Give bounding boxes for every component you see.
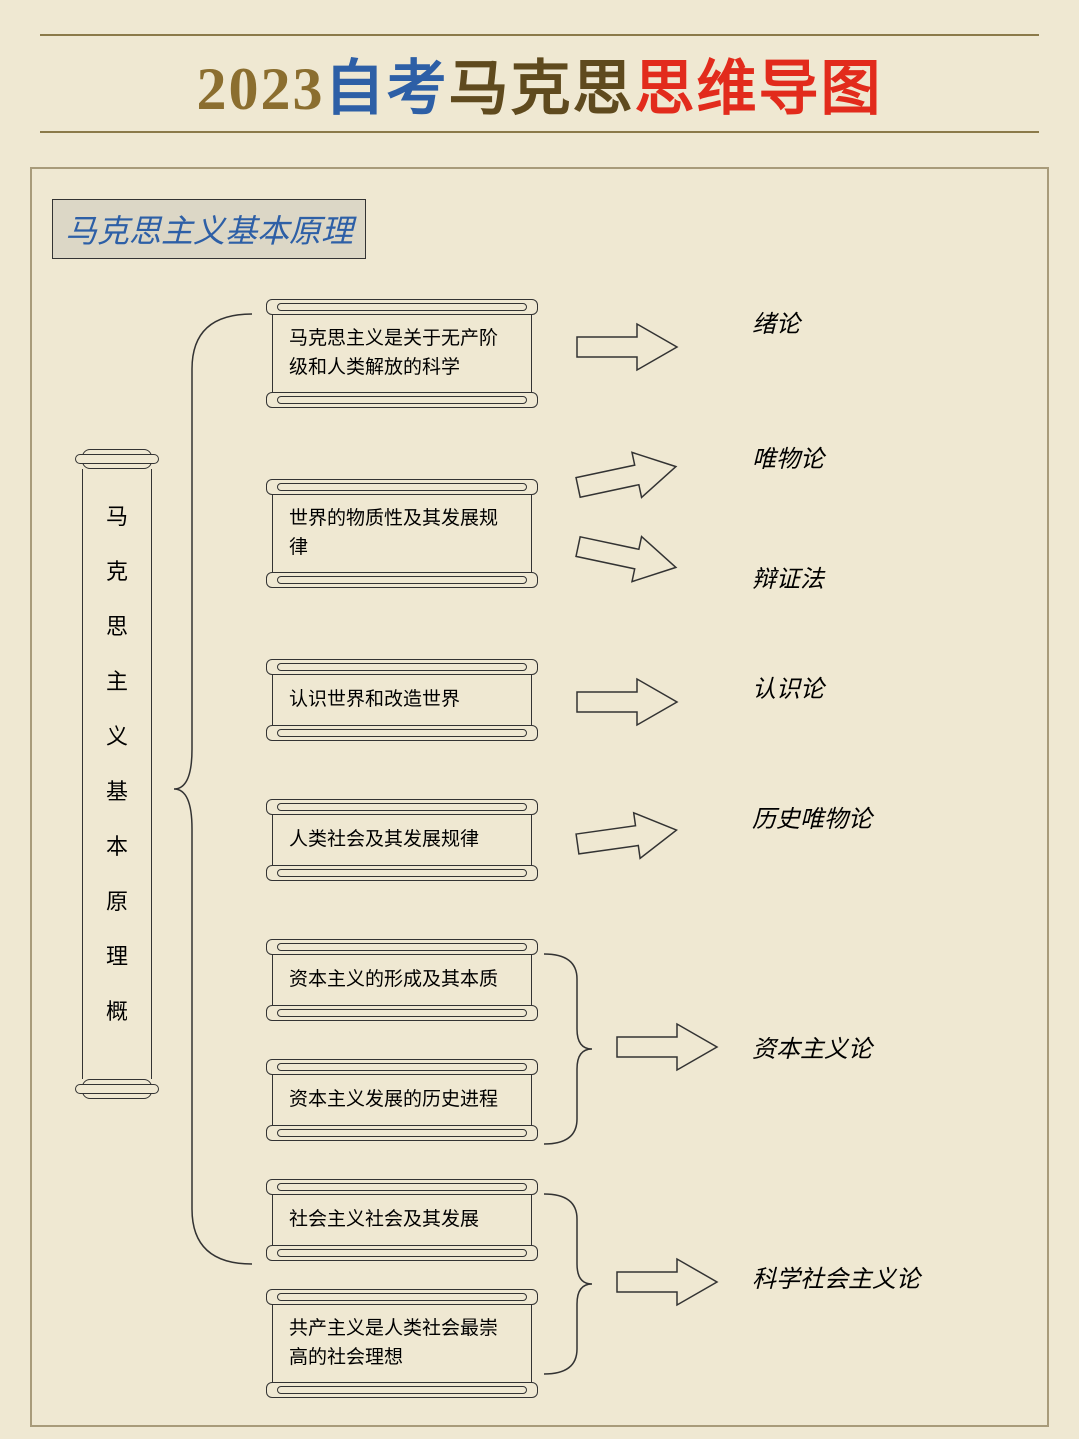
scroll-cap-top (266, 1059, 538, 1075)
scroll-cap-bottom (266, 1005, 538, 1021)
title-line-bottom (40, 131, 1039, 133)
output-label-o1: 绪论 (752, 304, 800, 339)
scroll-cap-top (266, 299, 538, 315)
scroll-cap-bottom (266, 725, 538, 741)
middle-node-n1: 马克思主义是关于无产阶级和人类解放的科学 (272, 299, 532, 408)
scroll-cap-top (266, 1179, 538, 1195)
root-char: 原 (106, 874, 128, 929)
page-title: 2023自考马克思思维导图 (40, 40, 1039, 127)
root-node-scroll: 马克思主义基本原理概 (82, 449, 152, 1099)
middle-node-text: 社会主义社会及其发展 (272, 1195, 532, 1245)
arrow-a2b (567, 518, 686, 596)
title-part-1: 自考 (325, 56, 449, 122)
title-part-3: 思维导图 (635, 56, 883, 122)
root-char: 思 (106, 599, 128, 654)
middle-node-n5: 资本主义的形成及其本质 (272, 939, 532, 1021)
scroll-cap-bottom (266, 865, 538, 881)
scroll-cap-top (266, 1289, 538, 1305)
middle-node-n4: 人类社会及其发展规律 (272, 799, 532, 881)
root-char: 义 (106, 709, 128, 764)
title-part-0: 2023 (197, 56, 325, 122)
title-line-top (40, 34, 1039, 36)
mindmap-diagram: 马克思主义基本原理概 马克思主义是关于无产阶级和人类解放的科学 世界的物质性及其… (52, 279, 1027, 1379)
middle-node-n3: 认识世界和改造世界 (272, 659, 532, 741)
scroll-cap-bottom (82, 1079, 152, 1099)
main-bracket (172, 309, 252, 1269)
root-char: 概 (106, 984, 128, 1039)
middle-node-text: 认识世界和改造世界 (272, 675, 532, 725)
output-label-o3: 辩证法 (752, 559, 824, 594)
scroll-cap-top (266, 479, 538, 495)
arrow-a3 (572, 674, 682, 730)
arrow-a4 (569, 802, 686, 873)
output-label-o4: 认识论 (752, 669, 824, 704)
title-part-2: 马克思 (449, 56, 635, 122)
scroll-cap-bottom (266, 572, 538, 588)
root-char: 马 (106, 489, 128, 544)
scroll-cap-top (82, 449, 152, 469)
arrow-a5 (612, 1019, 722, 1075)
middle-node-n8: 共产主义是人类社会最崇高的社会理想 (272, 1289, 532, 1398)
root-char: 本 (106, 819, 128, 874)
scroll-cap-top (266, 659, 538, 675)
scroll-cap-top (266, 939, 538, 955)
middle-node-text: 马克思主义是关于无产阶级和人类解放的科学 (272, 315, 532, 392)
scroll-cap-bottom (266, 1125, 538, 1141)
output-label-o6: 资本主义论 (752, 1029, 872, 1064)
content-frame: 马克思主义基本原理 马克思主义基本原理概 马克思主义是关于无产阶级和人类解放的科… (30, 167, 1049, 1427)
middle-node-text: 人类社会及其发展规律 (272, 815, 532, 865)
arrow-a6 (612, 1254, 722, 1310)
middle-node-n2: 世界的物质性及其发展规律 (272, 479, 532, 588)
output-label-o7: 科学社会主义论 (752, 1259, 920, 1294)
arrow-a2a (567, 438, 686, 516)
arrow-a1 (572, 319, 682, 375)
middle-node-text: 世界的物质性及其发展规律 (272, 495, 532, 572)
middle-node-text: 资本主义发展的历史进程 (272, 1075, 532, 1125)
middle-node-text: 资本主义的形成及其本质 (272, 955, 532, 1005)
scroll-cap-top (266, 799, 538, 815)
root-char: 理 (106, 929, 128, 984)
middle-node-n6: 资本主义发展的历史进程 (272, 1059, 532, 1141)
middle-node-text: 共产主义是人类社会最崇高的社会理想 (272, 1305, 532, 1382)
scroll-cap-bottom (266, 1245, 538, 1261)
sub-bracket-sb2 (542, 1189, 592, 1379)
root-char: 基 (106, 764, 128, 819)
middle-node-n7: 社会主义社会及其发展 (272, 1179, 532, 1261)
output-label-o5: 历史唯物论 (752, 799, 872, 834)
root-char: 克 (106, 544, 128, 599)
sub-bracket-sb1 (542, 949, 592, 1149)
scroll-cap-bottom (266, 1382, 538, 1398)
subtitle-label: 马克思主义基本原理 (52, 199, 366, 259)
output-label-o2: 唯物论 (752, 439, 824, 474)
root-node-text: 马克思主义基本原理概 (82, 469, 152, 1079)
scroll-cap-bottom (266, 392, 538, 408)
title-bar: 2023自考马克思思维导图 (0, 0, 1079, 157)
root-char: 主 (106, 654, 128, 709)
